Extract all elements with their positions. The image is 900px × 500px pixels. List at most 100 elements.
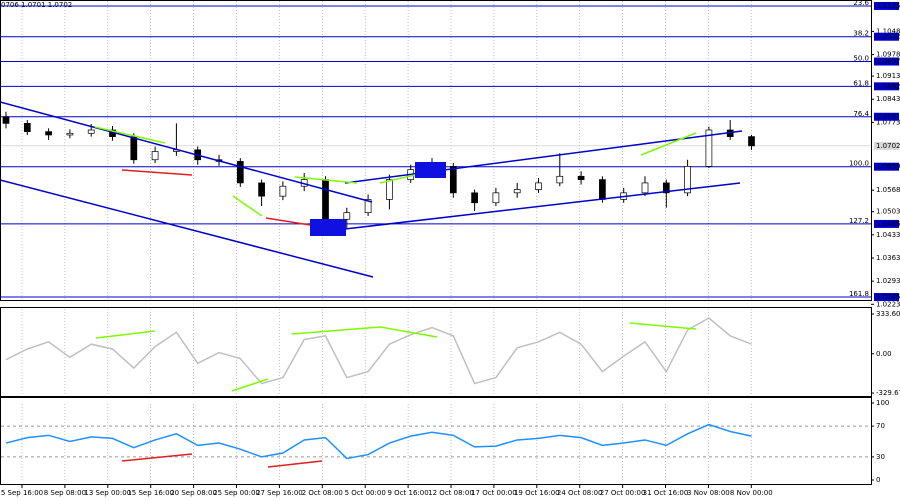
- level-price-box: [874, 82, 899, 91]
- y-tick-label: 0.00: [876, 350, 892, 358]
- fib-label: 76.4: [853, 110, 869, 118]
- x-tick-label: 25 Sep 00:00: [213, 489, 260, 497]
- candle-body: [599, 179, 606, 200]
- cci-panel: [0, 307, 872, 397]
- last-price-box: [874, 141, 899, 150]
- y-tick-label: 100: [876, 399, 889, 407]
- divergence-line: [294, 176, 358, 184]
- level-price-box: [874, 293, 899, 302]
- candle-body: [87, 129, 95, 134]
- indicator-line: [5, 423, 752, 460]
- price-panel: [0, 0, 872, 301]
- x-tick-label: 15 Sep 16:00: [127, 489, 174, 497]
- candle-body: [258, 182, 265, 197]
- y-tick-label: -329.675: [876, 389, 900, 397]
- rsi-panel: [0, 397, 872, 485]
- x-tick-label: 19 Oct 16:00: [514, 489, 560, 497]
- level-price-box: [874, 219, 899, 228]
- level-price-label: 1.0882: [876, 82, 900, 90]
- candle-body: [322, 179, 329, 220]
- level-price-label: 1.1125: [876, 2, 900, 10]
- y-tick-label: 1.0223: [876, 300, 900, 308]
- level-price-label: 1.0957: [876, 58, 900, 66]
- trend-line: [344, 182, 741, 230]
- divergence-line: [291, 326, 438, 338]
- x-tick-label: 9 Oct 16:00: [388, 489, 429, 497]
- zone-box: [415, 162, 446, 178]
- divergence-line: [121, 453, 193, 462]
- candle-body: [364, 199, 372, 214]
- candle-body: [66, 132, 74, 136]
- level-price-box: [874, 32, 899, 41]
- level-price-label: 1.079: [876, 113, 896, 121]
- level-price-box: [874, 57, 899, 66]
- candle-body: [449, 166, 457, 194]
- candle-body: [151, 151, 159, 161]
- fib-label: 50.0: [853, 55, 869, 63]
- candle-body: [471, 192, 478, 204]
- fib-label: 38.2: [853, 30, 869, 38]
- divergence-line: [267, 460, 323, 468]
- candle-body: [45, 131, 52, 136]
- level-price-box: [874, 1, 899, 10]
- x-tick-label: 27 Oct 00:00: [600, 489, 646, 497]
- divergence-line: [629, 322, 697, 330]
- x-tick-label: 3 Nov 08:00: [687, 489, 730, 497]
- candle-body: [535, 182, 542, 190]
- x-tick-label: 5 Oct 00:00: [345, 489, 386, 497]
- fib-label: 127.2: [849, 217, 869, 225]
- last-price-label: 1.0702: [876, 142, 900, 150]
- fib-label: 61.8: [853, 79, 869, 87]
- y-tick-label: 1.0293: [876, 277, 900, 285]
- trend-line: [0, 179, 374, 278]
- candle-body: [23, 123, 31, 132]
- y-tick-label: 30: [876, 453, 885, 461]
- y-tick-label: 1.0843: [876, 95, 900, 103]
- y-tick-label: 1.0978: [876, 51, 900, 59]
- panel-frames: [0, 0, 872, 485]
- candle-body: [279, 185, 287, 197]
- level-price-box: [874, 162, 899, 171]
- candle-body: [556, 175, 564, 184]
- x-tick-label: 31 Oct 16:00: [643, 489, 689, 497]
- candle-body: [130, 136, 138, 161]
- candle-body: [343, 212, 351, 220]
- level-price-label: 1.0639: [876, 163, 900, 171]
- candle-body: [236, 161, 244, 184]
- divergence-line: [232, 195, 263, 217]
- y-tick-label: 1.0773: [876, 118, 900, 126]
- divergence-line: [95, 330, 156, 339]
- y-tick-label: 1.0568: [876, 186, 900, 194]
- x-tick-label: 2 Oct 08:00: [302, 489, 343, 497]
- y-tick-label: 1.0433: [876, 231, 900, 239]
- x-tick-label: 12 Oct 08:00: [428, 489, 474, 497]
- candle-body: [684, 166, 691, 194]
- divergence-line: [231, 378, 269, 392]
- trend-line: [344, 130, 743, 184]
- divergence-line: [121, 169, 193, 176]
- candle-body: [492, 192, 500, 204]
- candle-body: [513, 189, 521, 194]
- x-tick-label: 20 Sep 08:00: [170, 489, 217, 497]
- candle-body: [748, 136, 755, 147]
- y-tick-label: 333.6036: [876, 310, 900, 318]
- x-tick-label: 8 Nov 00:00: [730, 489, 773, 497]
- y-tick-label: 1.0913: [876, 72, 900, 80]
- level-price-label: 1.0245: [876, 293, 900, 301]
- x-tick-label: 24 Oct 08:00: [557, 489, 603, 497]
- divergence-line: [640, 132, 697, 156]
- level-price-box: [874, 112, 899, 121]
- y-tick-label: 70: [876, 422, 885, 430]
- level-price-label: 1.0466: [876, 220, 900, 228]
- zone-box: [310, 219, 346, 236]
- candle-body: [2, 116, 10, 124]
- x-tick-label: 5 Sep 16:00: [1, 489, 43, 497]
- candle-body: [386, 179, 393, 200]
- candle-body: [662, 182, 670, 194]
- y-tick-label: 0: [876, 476, 880, 484]
- x-tick-label: 8 Sep 08:00: [44, 489, 86, 497]
- x-tick-label: 17 Oct 00:00: [471, 489, 517, 497]
